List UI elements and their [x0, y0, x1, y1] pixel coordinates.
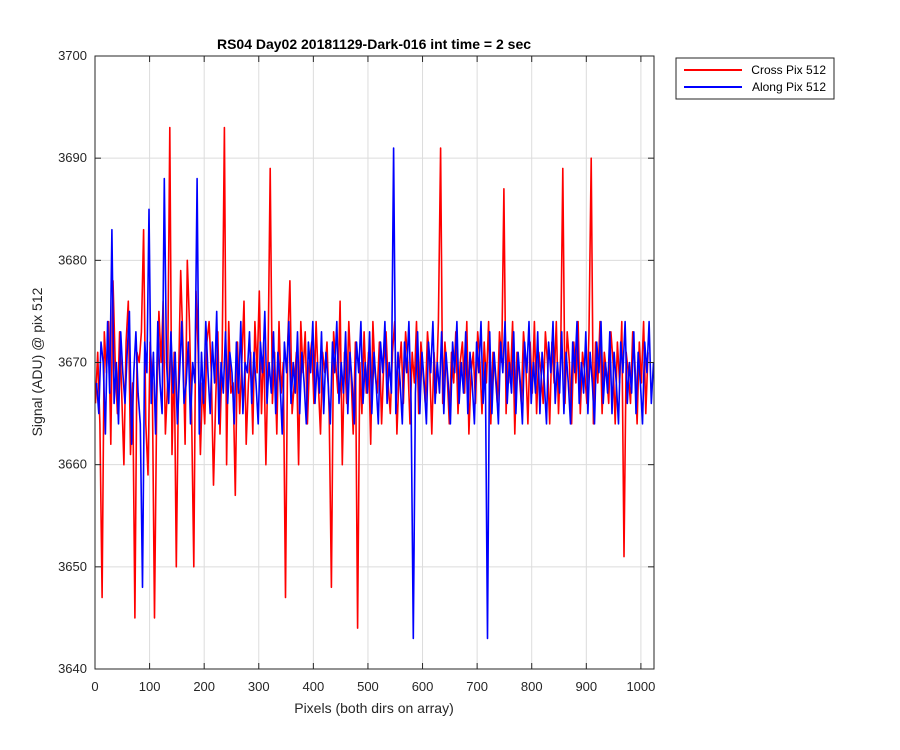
x-tick-label: 900	[575, 679, 597, 694]
y-tick-label: 3700	[58, 48, 87, 63]
y-tick-label: 3650	[58, 559, 87, 574]
x-tick-label: 1000	[626, 679, 655, 694]
legend: Cross Pix 512 Along Pix 512	[675, 57, 835, 100]
series-group	[94, 126, 655, 640]
y-tick-label: 3660	[58, 457, 87, 472]
x-tick-label: 100	[139, 679, 161, 694]
series-line-cross-pix-512	[94, 126, 649, 629]
x-tick-label: 400	[303, 679, 325, 694]
legend-label-cross: Cross Pix 512	[751, 63, 826, 77]
x-tick-label: 0	[91, 679, 98, 694]
x-tick-label: 700	[466, 679, 488, 694]
series-line-along-pix-512	[95, 147, 655, 640]
x-tick-label: 200	[193, 679, 215, 694]
x-tick-label: 300	[248, 679, 270, 694]
y-axis-label: Signal (ADU) @ pix 512	[29, 287, 45, 436]
y-tick-label: 3690	[58, 150, 87, 165]
x-axis-label: Pixels (both dirs on array)	[294, 700, 454, 716]
legend-box	[675, 57, 835, 100]
x-tick-labels: 0 100 200 300 400 500 600 700 800 900 1000	[91, 679, 655, 694]
y-tick-label: 3680	[58, 252, 87, 267]
y-tick-label: 3640	[58, 661, 87, 676]
x-tick-label: 600	[412, 679, 434, 694]
y-tick-label: 3670	[58, 355, 87, 370]
tick-marks	[94, 55, 654, 670]
y-tick-labels: 3640 3650 3660 3670 3680 3690 3700	[58, 48, 87, 676]
x-tick-label: 800	[521, 679, 543, 694]
legend-label-along: Along Pix 512	[752, 80, 826, 94]
chart-title: RS04 Day02 20181129-Dark-016 int time = …	[217, 36, 531, 52]
x-tick-label: 500	[357, 679, 379, 694]
